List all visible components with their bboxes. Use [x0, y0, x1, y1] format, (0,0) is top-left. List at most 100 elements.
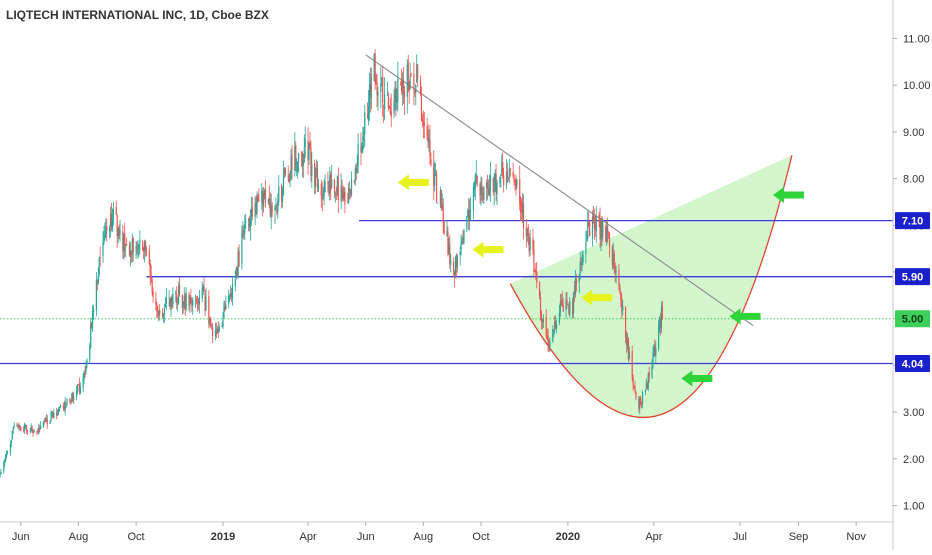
candle	[129, 241, 132, 267]
candle	[661, 300, 664, 321]
candle-body	[287, 176, 289, 177]
candle-body	[572, 292, 575, 314]
candle	[606, 221, 608, 246]
candle	[170, 296, 172, 317]
candle	[283, 167, 286, 179]
candle-body	[658, 319, 661, 328]
candle	[348, 182, 350, 205]
candle-body	[624, 306, 627, 337]
y-tick-label: 2.00	[903, 454, 924, 466]
candle	[128, 241, 131, 257]
candle-body	[37, 430, 39, 433]
candle-body	[13, 425, 15, 428]
candle	[473, 180, 475, 197]
candle	[169, 297, 171, 310]
candle	[23, 425, 25, 433]
candle-body	[315, 169, 317, 188]
candle-body	[447, 231, 449, 255]
x-tick-label: Jul	[733, 531, 747, 543]
candle-body	[6, 453, 8, 456]
candle-body	[548, 344, 550, 349]
candle	[329, 167, 331, 201]
candle-body	[190, 298, 192, 300]
candle	[521, 197, 523, 222]
candle-body	[282, 173, 285, 194]
candle	[82, 373, 84, 393]
candle	[434, 161, 436, 192]
candle-body	[658, 325, 660, 349]
candle-body	[435, 171, 437, 173]
candle-body	[229, 295, 231, 297]
candle-body	[340, 185, 342, 202]
candle	[315, 159, 318, 179]
candle-body	[189, 297, 191, 306]
candle-body	[483, 187, 485, 200]
candle	[198, 289, 200, 314]
candle-body	[39, 428, 41, 430]
candle	[370, 67, 372, 110]
candle	[547, 328, 549, 352]
candle	[496, 179, 498, 206]
candle-body	[374, 53, 376, 78]
candle	[514, 178, 516, 191]
candle	[449, 234, 451, 269]
candle-body	[30, 426, 32, 431]
candle	[20, 426, 22, 431]
candle	[99, 246, 101, 267]
candle-body	[32, 431, 34, 433]
candle-body	[300, 154, 303, 156]
candle-body	[92, 310, 94, 329]
candle-body	[420, 97, 423, 121]
x-tick-label: Oct	[472, 531, 489, 543]
candle	[328, 180, 330, 197]
candle-body	[210, 318, 212, 326]
candle-body	[605, 226, 607, 242]
candle	[377, 86, 379, 111]
candle	[161, 307, 164, 319]
candle	[255, 195, 257, 215]
candle-body	[350, 178, 353, 196]
candle	[148, 245, 150, 266]
candle	[493, 173, 495, 206]
candle	[645, 378, 647, 390]
candle	[357, 133, 359, 174]
candle	[201, 281, 203, 303]
x-tick-label: Jun	[12, 531, 30, 543]
candle	[158, 309, 160, 322]
candle-body	[618, 269, 620, 286]
candle-body	[635, 392, 637, 399]
candle-body	[157, 310, 159, 316]
candle-body	[126, 244, 128, 246]
candle	[77, 383, 80, 386]
candle	[203, 277, 205, 292]
candle	[195, 296, 198, 305]
candle	[369, 67, 372, 113]
candle-body	[639, 398, 641, 409]
candle	[185, 287, 187, 312]
candle	[31, 425, 33, 434]
candle-body	[223, 305, 225, 318]
candle-body	[106, 226, 108, 231]
candle-body	[488, 187, 491, 196]
candle-body	[631, 350, 633, 378]
candle-body	[24, 424, 27, 426]
candle-body	[654, 346, 656, 356]
price-labels-layer: 7.10 5.90 5.00 4.04	[895, 212, 930, 373]
candle	[247, 217, 250, 232]
candle-body	[129, 250, 132, 258]
candle	[109, 224, 111, 239]
candle	[598, 212, 600, 228]
candle	[436, 202, 439, 204]
candle	[552, 325, 554, 343]
candle-body	[362, 136, 364, 141]
candle-body	[89, 345, 91, 360]
candle	[224, 300, 226, 312]
candle-body	[116, 215, 118, 237]
candle-body	[487, 189, 490, 195]
candle-body	[547, 335, 549, 345]
candle-body	[482, 191, 484, 200]
candle	[178, 282, 180, 305]
candle	[331, 164, 333, 189]
